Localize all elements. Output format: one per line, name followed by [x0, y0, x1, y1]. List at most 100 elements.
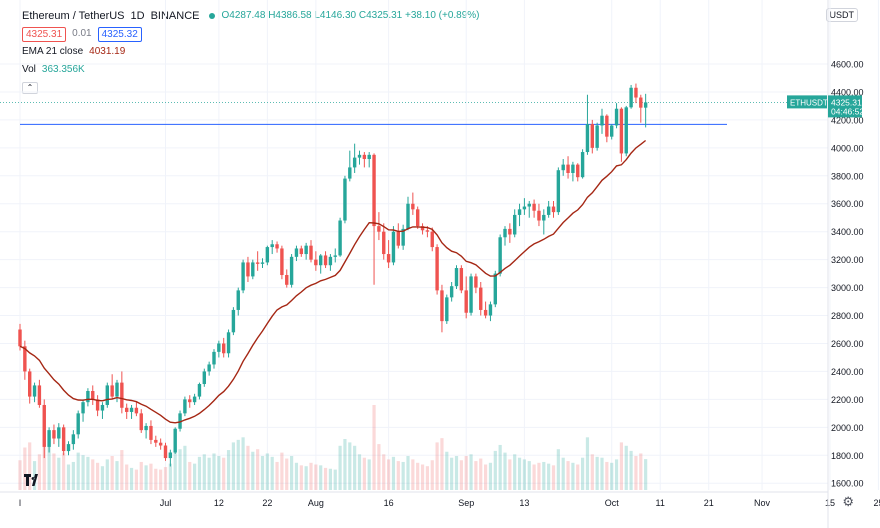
candle-body — [522, 206, 527, 210]
candle-body — [372, 154, 376, 227]
volume-bar — [551, 465, 556, 490]
volume-bar — [100, 466, 105, 490]
volume-bar — [193, 463, 197, 490]
volume-bar — [420, 464, 425, 490]
volume-bar — [474, 461, 478, 490]
candle-body — [52, 430, 56, 439]
symbol-tag-label: ETHUSDT — [790, 98, 828, 107]
candle-body — [76, 413, 80, 435]
volume-bar — [459, 460, 463, 490]
symbol-title[interactable]: Ethereum / TetherUS — [22, 10, 125, 22]
y-tick-label: 3600.00 — [831, 199, 864, 209]
volume-bar — [333, 469, 337, 490]
price-tag — [828, 95, 862, 118]
volume-bar — [411, 459, 415, 490]
volume-bar — [183, 445, 187, 490]
candle-body — [285, 275, 289, 285]
volume-bar — [154, 468, 158, 490]
x-tick-label: 21 — [704, 498, 714, 508]
volume-bar — [343, 439, 347, 490]
volume-bar — [328, 468, 332, 490]
exchange-label: BINANCE — [150, 10, 200, 22]
candle-body — [294, 248, 299, 257]
sell-price-button[interactable]: 4325.31 — [22, 26, 67, 42]
x-tick-label: Aug — [308, 498, 324, 508]
volume-bar — [639, 453, 643, 490]
interval-label[interactable]: 1D — [130, 10, 145, 22]
volume-row[interactable]: Vol 363.356K — [22, 62, 480, 78]
volume-bar — [251, 451, 255, 490]
candle-body — [600, 115, 604, 126]
ema-row[interactable]: EMA 21 close 4031.19 — [22, 44, 480, 60]
candle-body — [508, 228, 512, 235]
horizontal-line-group — [0, 101, 828, 125]
y-tick-label: 4400.00 — [831, 87, 864, 97]
volume-bar — [484, 464, 488, 490]
currency-button[interactable]: USDT — [825, 8, 858, 22]
settings-gear-icon[interactable]: ⚙ — [842, 494, 854, 509]
candle-body — [57, 427, 61, 439]
candle-body — [503, 228, 507, 238]
volume-bar — [236, 439, 240, 490]
volume-bar — [96, 462, 100, 490]
volume-bar — [226, 450, 231, 490]
volume-bar — [304, 466, 308, 490]
candle-body — [571, 164, 575, 173]
volume-bar — [270, 456, 274, 490]
candle-body — [134, 407, 139, 414]
volume-bar — [222, 457, 226, 490]
x-tick-label: 16 — [384, 498, 394, 508]
candle-body — [270, 244, 274, 248]
volume-bar — [163, 467, 168, 490]
volume-bar — [265, 453, 269, 490]
volume-bar — [547, 463, 551, 490]
candle-body — [251, 262, 255, 277]
volume-bar — [537, 462, 541, 490]
y-tick-label: 3000.00 — [831, 283, 864, 293]
volume-bar — [362, 457, 366, 490]
x-tick-label: 15 — [825, 498, 835, 508]
candle-body — [32, 385, 37, 397]
volume-bar — [18, 460, 22, 490]
candle-body — [260, 262, 265, 264]
y-tick-label: 1600.00 — [831, 479, 864, 489]
volume-bar — [323, 467, 328, 490]
volume-bar — [469, 454, 473, 490]
volume-bar — [139, 461, 143, 490]
volume-bar — [488, 462, 493, 490]
x-tick-label: Jul — [160, 498, 172, 508]
volume-bar — [508, 459, 512, 490]
collapse-row: ⌃ — [22, 80, 480, 96]
candle-body — [183, 399, 187, 414]
volume-bar — [454, 456, 459, 490]
x-tick-label: 25 — [873, 498, 880, 508]
candle-body — [435, 247, 439, 291]
candle-body — [207, 364, 211, 372]
collapse-legend-button[interactable]: ⌃ — [22, 82, 38, 94]
volume-bar — [188, 461, 192, 490]
volume-bar — [57, 457, 61, 490]
candle-body — [192, 396, 197, 403]
volume-bar — [197, 456, 202, 490]
high-value: H4386.58 — [268, 10, 312, 21]
candle-body — [231, 309, 236, 333]
candle-body — [614, 108, 619, 126]
buy-price-button[interactable]: 4325.32 — [97, 26, 142, 42]
candle-body — [551, 206, 556, 213]
x-tick-label: Oct — [605, 498, 620, 508]
volume-bar — [634, 456, 638, 490]
y-tick-label: 3400.00 — [831, 227, 864, 237]
candle-body — [493, 273, 497, 305]
candle-body — [624, 107, 628, 154]
candle-body — [139, 413, 143, 431]
tradingview-logo-icon[interactable] — [24, 474, 42, 489]
volume-bar — [614, 459, 619, 490]
volume-bar — [37, 454, 41, 490]
candle-body — [537, 210, 541, 221]
symbol-price-tag — [787, 95, 827, 109]
volume-bar — [522, 459, 526, 490]
candle-body — [115, 382, 119, 397]
candle-body — [178, 413, 182, 429]
volume-bar — [134, 469, 138, 490]
